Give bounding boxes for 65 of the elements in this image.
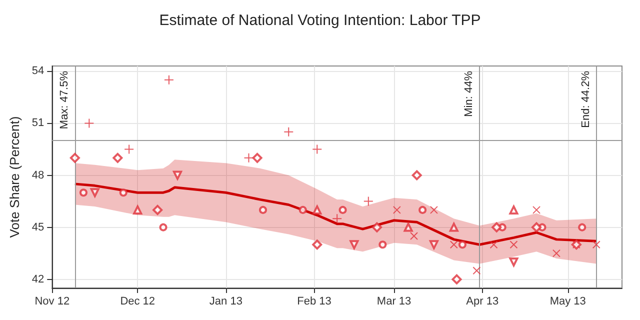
x-tick-label: Apr 13 — [466, 296, 499, 308]
point — [298, 206, 307, 214]
chart-title: Estimate of National Voting Intention: Labor TPP — [159, 12, 481, 29]
point — [452, 274, 462, 284]
point — [509, 205, 518, 214]
point — [363, 196, 374, 206]
point — [510, 240, 518, 249]
x-tick-label: Feb 13 — [297, 296, 332, 308]
y-tick-label: 45 — [32, 221, 44, 234]
y-tick-label: 54 — [32, 65, 44, 78]
point — [84, 118, 94, 128]
point — [252, 152, 262, 163]
point — [458, 240, 466, 249]
point — [124, 144, 134, 154]
point — [492, 222, 502, 232]
point — [450, 240, 458, 249]
point — [338, 206, 347, 214]
point — [350, 240, 359, 250]
point — [592, 240, 600, 249]
point — [372, 222, 382, 232]
y-tick-label: 51 — [32, 117, 44, 130]
point — [404, 222, 413, 232]
point — [90, 188, 100, 198]
point — [429, 240, 438, 250]
point — [284, 126, 294, 137]
point — [312, 205, 322, 214]
point — [410, 232, 418, 240]
point — [449, 222, 458, 232]
ref-line-label: Max: 47.5% — [58, 70, 70, 130]
point — [418, 206, 427, 214]
point — [472, 266, 481, 275]
point — [173, 170, 182, 180]
point — [332, 214, 342, 224]
point — [312, 144, 322, 154]
x-tick-label: Jan 13 — [209, 296, 242, 308]
line-series — [74, 182, 598, 246]
y-tick-label: 48 — [32, 169, 44, 182]
point — [532, 222, 542, 232]
point — [79, 188, 88, 197]
ref-line-label: Min: 44% — [463, 70, 476, 117]
point — [532, 206, 541, 214]
point — [490, 240, 498, 249]
ref-line-label: End: 44.2% — [580, 70, 592, 128]
x-tick-label: Nov 12 — [34, 296, 70, 308]
point — [244, 152, 254, 163]
point — [112, 152, 123, 163]
point — [392, 206, 401, 214]
point — [578, 223, 586, 232]
y-tick-label: 42 — [32, 273, 44, 286]
x-tick-label: Dec 12 — [120, 296, 156, 308]
y-axis-title: Vote Share (Percent) — [7, 116, 22, 238]
point — [412, 170, 422, 180]
x-tick-label: Mar 13 — [376, 296, 412, 308]
point — [552, 249, 560, 258]
point — [159, 223, 168, 232]
point — [430, 206, 438, 214]
point — [312, 240, 322, 250]
point — [133, 205, 142, 214]
point — [152, 204, 163, 215]
point — [378, 240, 387, 249]
x-tick-label: May 13 — [550, 296, 586, 308]
point — [164, 74, 174, 85]
point — [70, 152, 80, 163]
point — [119, 188, 128, 197]
point — [258, 206, 267, 214]
